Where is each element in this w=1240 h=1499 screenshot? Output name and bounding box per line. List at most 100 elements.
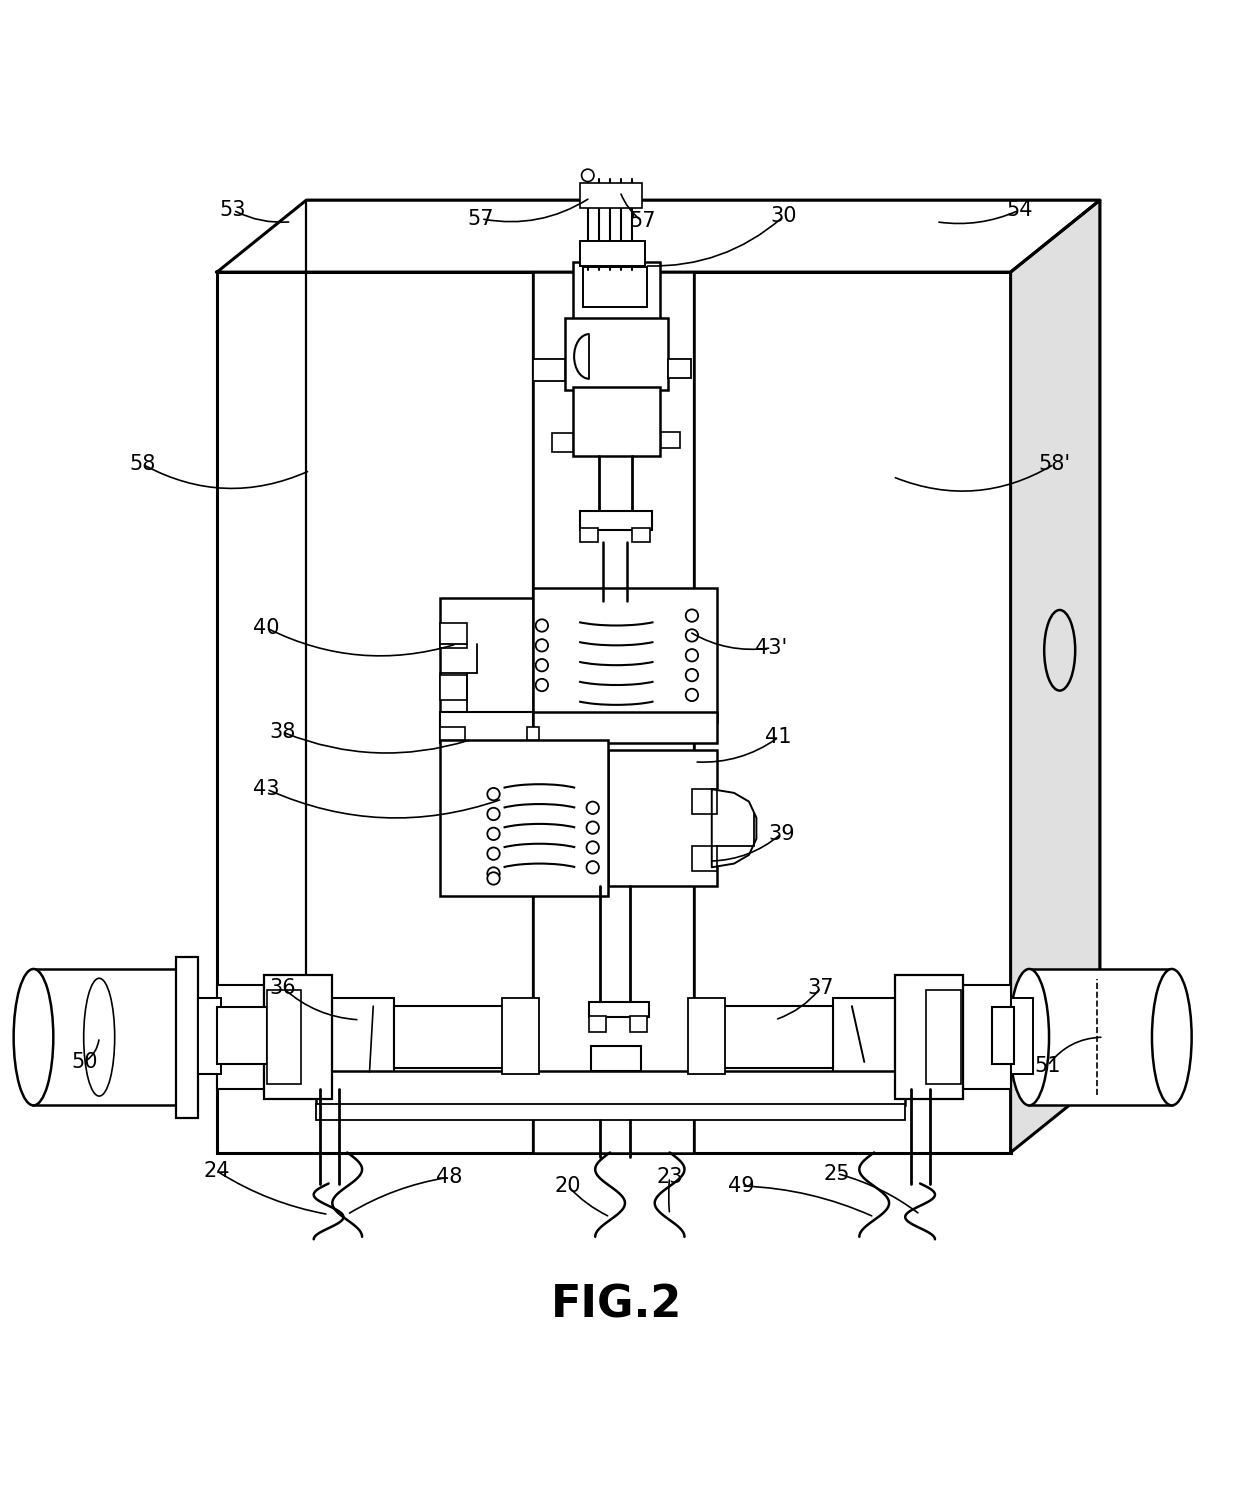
Bar: [176, 956, 198, 1118]
Bar: [688, 997, 725, 1075]
Bar: [692, 847, 717, 871]
Text: 54: 54: [1006, 199, 1033, 220]
Bar: [332, 997, 394, 1075]
Circle shape: [587, 841, 599, 853]
Bar: [580, 241, 645, 265]
Bar: [33, 968, 176, 1105]
Text: 43': 43': [755, 637, 787, 658]
Circle shape: [536, 639, 548, 652]
Text: 38: 38: [269, 723, 296, 742]
Text: 30: 30: [770, 207, 797, 226]
Circle shape: [536, 660, 548, 672]
Text: 43: 43: [253, 779, 280, 799]
Circle shape: [582, 169, 594, 181]
Bar: [217, 1007, 267, 1064]
Bar: [394, 1006, 506, 1069]
Text: 23: 23: [656, 1168, 683, 1187]
Bar: [573, 387, 660, 456]
Bar: [833, 997, 895, 1075]
Bar: [583, 267, 647, 307]
Bar: [668, 358, 691, 378]
Circle shape: [686, 630, 698, 642]
Bar: [992, 1007, 1014, 1064]
Circle shape: [587, 860, 599, 874]
Polygon shape: [712, 788, 756, 868]
Ellipse shape: [1044, 610, 1075, 691]
Text: 58: 58: [129, 454, 156, 474]
Bar: [533, 273, 694, 1153]
Bar: [722, 1006, 833, 1069]
Text: FIG.2: FIG.2: [551, 1283, 682, 1327]
Bar: [692, 788, 717, 814]
Text: 25: 25: [823, 1163, 851, 1184]
Text: 41: 41: [765, 727, 792, 747]
Bar: [198, 997, 221, 1075]
Text: 24: 24: [203, 1162, 231, 1181]
Text: 51: 51: [1034, 1055, 1061, 1076]
Circle shape: [686, 649, 698, 661]
Text: 57: 57: [629, 211, 656, 231]
Circle shape: [487, 847, 500, 860]
Text: 37: 37: [807, 977, 835, 997]
Circle shape: [686, 669, 698, 682]
Bar: [632, 528, 650, 543]
Bar: [440, 598, 533, 712]
Ellipse shape: [83, 979, 114, 1096]
Text: 36: 36: [269, 977, 296, 997]
Circle shape: [536, 679, 548, 691]
Bar: [661, 432, 680, 448]
Bar: [565, 318, 668, 390]
Bar: [217, 273, 1011, 1153]
Bar: [267, 989, 301, 1084]
Bar: [533, 588, 717, 723]
Text: 49: 49: [728, 1177, 755, 1196]
Bar: [589, 1016, 606, 1033]
Bar: [608, 750, 717, 886]
Text: 20: 20: [554, 1177, 582, 1196]
Bar: [573, 262, 660, 322]
Bar: [440, 739, 608, 896]
Circle shape: [487, 808, 500, 820]
Circle shape: [686, 688, 698, 702]
Text: 58': 58': [1038, 454, 1070, 474]
Bar: [591, 1046, 641, 1070]
Bar: [440, 675, 467, 700]
Bar: [440, 727, 465, 739]
Bar: [580, 528, 598, 543]
Bar: [217, 985, 264, 1090]
Bar: [316, 1105, 905, 1120]
Polygon shape: [217, 201, 1100, 273]
Bar: [895, 976, 963, 1099]
Bar: [963, 985, 1011, 1090]
Circle shape: [487, 872, 500, 884]
Text: 40: 40: [253, 618, 280, 639]
Circle shape: [587, 802, 599, 814]
Bar: [316, 1070, 905, 1105]
Bar: [630, 1016, 647, 1033]
Bar: [440, 712, 533, 744]
Bar: [440, 624, 467, 648]
Text: 39: 39: [768, 824, 795, 844]
Circle shape: [536, 619, 548, 631]
Bar: [1029, 968, 1172, 1105]
Circle shape: [487, 868, 500, 880]
Polygon shape: [1011, 201, 1100, 1153]
Ellipse shape: [14, 968, 53, 1105]
Bar: [502, 997, 539, 1075]
Text: 57: 57: [467, 208, 495, 229]
Bar: [589, 1003, 649, 1018]
Text: 48: 48: [435, 1168, 463, 1187]
Bar: [580, 183, 642, 208]
Circle shape: [487, 788, 500, 800]
Bar: [533, 712, 717, 744]
Bar: [264, 976, 332, 1099]
Bar: [527, 727, 539, 739]
Ellipse shape: [1009, 968, 1049, 1105]
Circle shape: [686, 610, 698, 622]
Circle shape: [587, 821, 599, 833]
Bar: [1011, 997, 1033, 1075]
Bar: [533, 358, 565, 381]
Bar: [580, 511, 652, 531]
Text: 50: 50: [71, 1052, 98, 1072]
Ellipse shape: [1152, 968, 1192, 1105]
